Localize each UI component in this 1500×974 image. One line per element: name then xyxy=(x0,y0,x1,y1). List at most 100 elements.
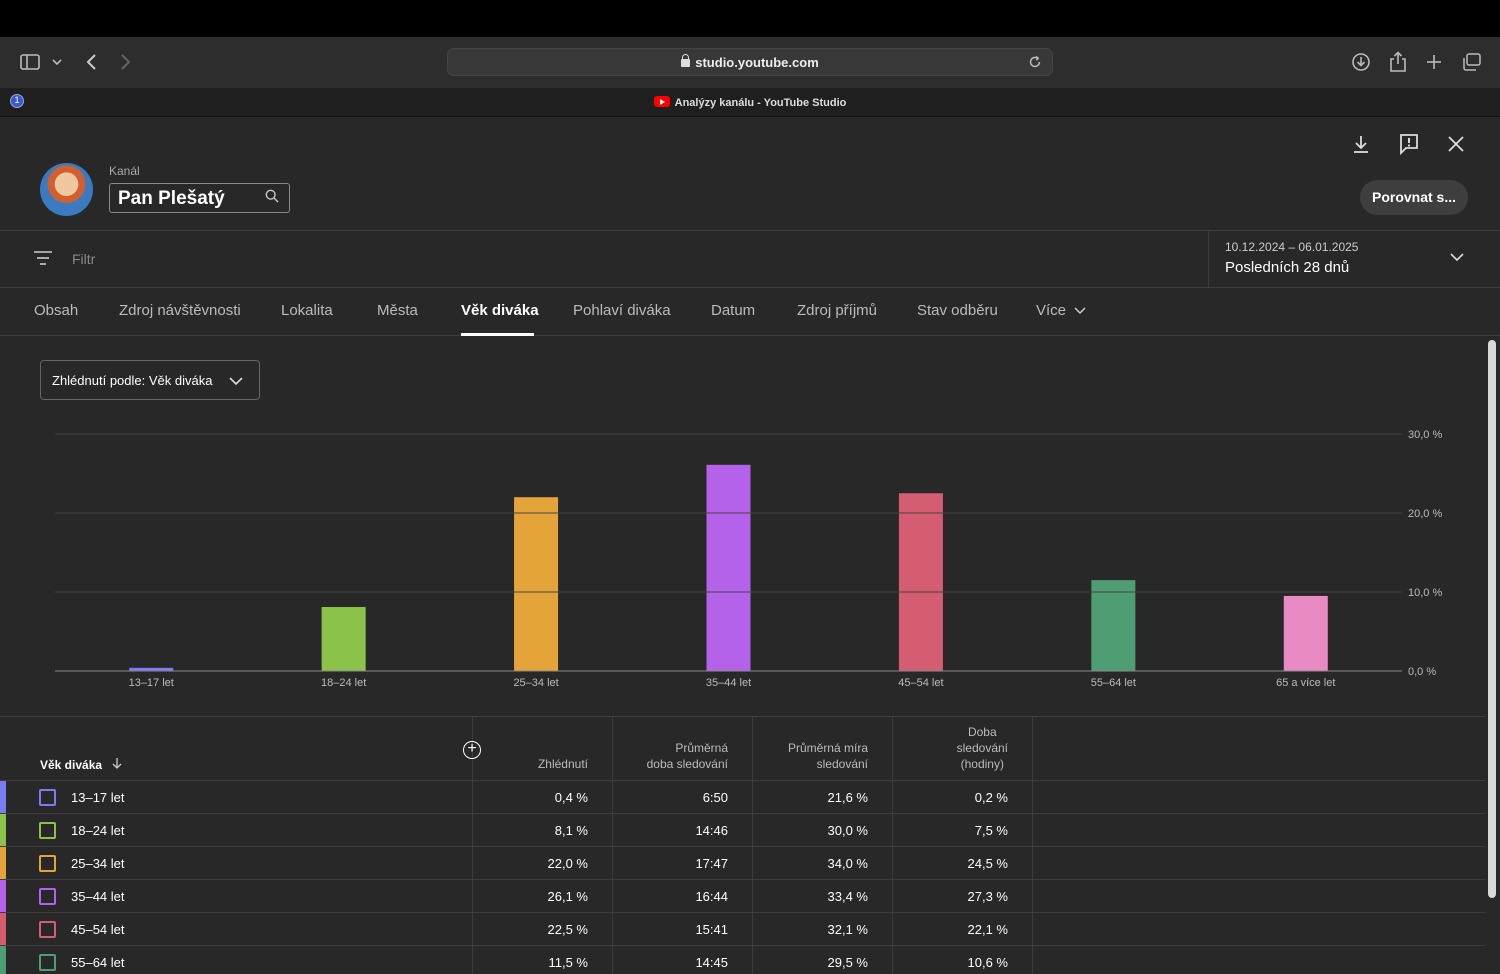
x-tick-label: 65 a více let xyxy=(1276,677,1335,689)
date-range-picker[interactable]: 10.12.2024 – 06.01.2025 Posledních 28 dn… xyxy=(1208,231,1500,288)
header-avg-percent[interactable]: Průměrná míra sledování xyxy=(752,717,892,780)
row-checkbox[interactable] xyxy=(39,888,56,905)
cell-avg-duration: 6:50 xyxy=(702,790,728,805)
row-color-marker xyxy=(0,814,6,846)
row-label: 45–54 let xyxy=(71,922,125,937)
cell-avg-percent: 34,0 % xyxy=(827,856,868,871)
row-color-marker xyxy=(0,880,6,912)
search-icon[interactable] xyxy=(265,189,279,203)
row-checkbox[interactable] xyxy=(39,954,56,971)
cell-views: 22,0 % xyxy=(547,856,588,871)
close-icon[interactable] xyxy=(1444,132,1468,156)
tab-mesta[interactable]: Města xyxy=(377,302,418,319)
back-icon[interactable] xyxy=(85,53,97,71)
tab-vice[interactable]: Více xyxy=(1036,302,1086,319)
cell-watch-time: 27,3 % xyxy=(967,889,1008,904)
reload-icon[interactable] xyxy=(1028,55,1042,69)
cell-avg-duration: 15:41 xyxy=(695,922,728,937)
filter-input[interactable]: Filtr xyxy=(72,251,96,267)
bar-1 xyxy=(321,607,366,671)
y-tick-label: 10,0 % xyxy=(1408,587,1442,599)
header-watch-time-line3: (hodiny) xyxy=(960,757,1004,771)
active-tab-indicator xyxy=(461,333,534,336)
avatar xyxy=(40,163,93,216)
header-views-label: Zhlédnutí xyxy=(537,757,588,771)
bar-0 xyxy=(129,667,174,671)
share-icon[interactable] xyxy=(1389,51,1407,73)
download-icon[interactable] xyxy=(1351,52,1371,72)
new-tab-icon[interactable] xyxy=(1426,54,1442,70)
bar-4 xyxy=(898,493,943,671)
cell-avg-percent: 30,0 % xyxy=(827,823,868,838)
tab-lokalita[interactable]: Lokalita xyxy=(281,302,333,319)
cell-avg-duration: 14:46 xyxy=(695,823,728,838)
header-avg-percent-line2: sledování xyxy=(816,757,868,771)
tab-zdroj-navstevnosti[interactable]: Zdroj návštěvnosti xyxy=(119,302,241,319)
scrollbar[interactable] xyxy=(1488,340,1496,898)
password-manager-icon[interactable]: 1 xyxy=(10,94,24,108)
row-label: 55–64 let xyxy=(71,955,125,970)
tab-pohlavi-divaka[interactable]: Pohlaví diváka xyxy=(573,302,671,319)
browser-toolbar: studio.youtube.com xyxy=(0,37,1500,88)
header-dimension-label: Věk diváka xyxy=(40,758,103,772)
metric-dropdown[interactable]: Zhlédnutí podle: Věk diváka xyxy=(40,360,260,400)
cell-avg-percent: 29,5 % xyxy=(827,955,868,970)
add-column-button[interactable]: + xyxy=(463,741,481,759)
bar-2 xyxy=(514,497,559,671)
row-checkbox[interactable] xyxy=(39,789,56,806)
tab-obsah[interactable]: Obsah xyxy=(34,302,79,319)
row-label: 13–17 let xyxy=(71,790,125,805)
youtube-icon xyxy=(653,96,670,107)
table-row[interactable]: 25–34 let 22,0 % 17:47 34,0 % 24,5 % xyxy=(0,846,1485,879)
cell-avg-duration: 17:47 xyxy=(695,856,728,871)
row-color-marker xyxy=(0,781,6,813)
chevron-down-icon[interactable] xyxy=(52,58,62,66)
row-color-marker xyxy=(0,946,6,974)
cell-avg-duration: 14:45 xyxy=(695,955,728,970)
column-divider xyxy=(472,717,473,974)
row-checkbox[interactable] xyxy=(39,921,56,938)
table-row[interactable]: 45–54 let 22,5 % 15:41 32,1 % 22,1 % xyxy=(0,912,1485,945)
row-checkbox[interactable] xyxy=(39,855,56,872)
table-row[interactable]: 35–44 let 26,1 % 16:44 33,4 % 27,3 % xyxy=(0,879,1485,912)
row-label: 25–34 let xyxy=(71,856,125,871)
table-row[interactable]: 18–24 let 8,1 % 14:46 30,0 % 7,5 % xyxy=(0,813,1485,846)
channel-name: Pan Plešatý xyxy=(118,188,225,209)
tab-datum[interactable]: Datum xyxy=(711,302,756,319)
analytics-header: Kanál Pan Plešatý Porovnat s... xyxy=(0,117,1500,231)
channel-selector[interactable]: Pan Plešatý xyxy=(109,183,290,213)
cell-watch-time: 10,6 % xyxy=(967,955,1008,970)
x-tick-label: 18–24 let xyxy=(321,677,366,689)
download-report-icon[interactable] xyxy=(1349,132,1373,156)
tab-vek-divaka[interactable]: Věk diváka xyxy=(461,302,539,319)
compare-button[interactable]: Porovnat s... xyxy=(1360,180,1468,215)
forward-icon[interactable] xyxy=(120,53,132,71)
tab-zdroj-prijmu[interactable]: Zdroj příjmů xyxy=(797,302,878,319)
tab-stav-odberu[interactable]: Stav odběru xyxy=(917,302,998,319)
header-views[interactable]: Zhlédnutí xyxy=(472,717,612,780)
row-checkbox[interactable] xyxy=(39,822,56,839)
tab-overview-icon[interactable] xyxy=(1462,53,1482,71)
date-range-label: Posledních 28 dnů xyxy=(1225,259,1350,276)
header-watch-time-line2: sledování xyxy=(956,741,1008,755)
cell-watch-time: 0,2 % xyxy=(974,790,1008,805)
feedback-icon[interactable] xyxy=(1397,132,1421,156)
header-watch-time[interactable]: Doba sledování (hodiny) xyxy=(892,717,1032,780)
row-label: 18–24 let xyxy=(71,823,125,838)
sidebar-toggle-icon[interactable] xyxy=(20,54,40,70)
header-dimension-text: Věk diváka xyxy=(40,757,123,772)
age-table: Věk diváka + Zhlédnutí Průměrná doba sle… xyxy=(0,716,1485,974)
column-divider xyxy=(612,717,613,974)
header-dimension[interactable]: Věk diváka xyxy=(0,717,472,780)
header-avg-duration[interactable]: Průměrná doba sledování xyxy=(612,717,752,780)
table-row[interactable]: 13–17 let 0,4 % 6:50 21,6 % 0,2 % xyxy=(0,780,1485,813)
y-tick-label: 30,0 % xyxy=(1408,429,1442,441)
cell-views: 0,4 % xyxy=(554,790,588,805)
row-color-marker xyxy=(0,847,6,879)
table-row[interactable]: 55–64 let 11,5 % 14:45 29,5 % 10,6 % xyxy=(0,945,1485,974)
window-top-bar xyxy=(0,0,1500,37)
filter-icon[interactable] xyxy=(34,251,52,265)
browser-tab[interactable]: Analýzy kanálu - YouTube Studio xyxy=(0,95,1500,109)
cell-watch-time: 7,5 % xyxy=(974,823,1008,838)
address-bar[interactable]: studio.youtube.com xyxy=(447,48,1053,76)
